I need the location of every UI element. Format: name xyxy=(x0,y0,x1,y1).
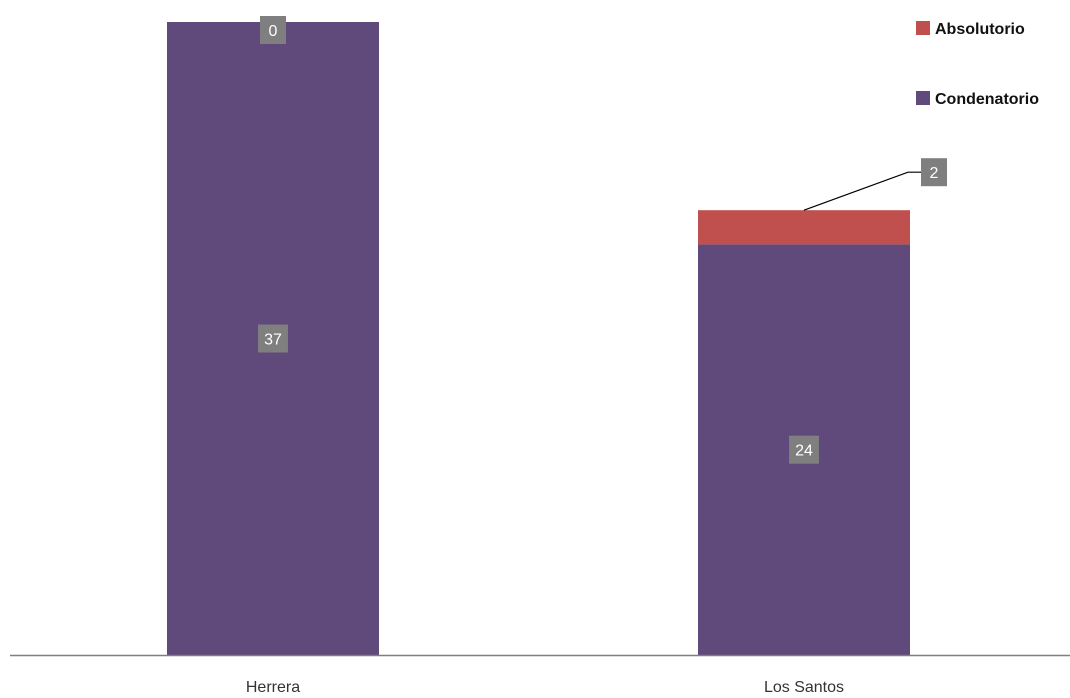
data-labels-group: 37 0 24 2 xyxy=(258,16,947,464)
legend: Absolutorio Condenatorio xyxy=(916,21,1039,108)
leader-line-absolutorio-los-santos xyxy=(803,171,922,211)
legend-label-absolutorio: Absolutorio xyxy=(935,21,1025,38)
legend-label-condenatorio: Condenatorio xyxy=(935,91,1039,108)
data-label-condenatorio-herrera: 37 xyxy=(258,324,288,353)
x-tick-labels-group: Herrera Los Santos xyxy=(246,679,844,696)
data-label-condenatorio-los-santos: 24 xyxy=(789,435,819,464)
legend-swatch-absolutorio xyxy=(916,21,930,35)
data-label-absolutorio-herrera: 0 xyxy=(260,16,286,44)
bar-absolutorio-los-santos xyxy=(698,210,910,245)
svg-text:0: 0 xyxy=(269,23,278,40)
x-tick-label-herrera: Herrera xyxy=(246,679,300,696)
x-tick-label-los-santos: Los Santos xyxy=(764,679,844,696)
svg-text:24: 24 xyxy=(795,443,813,460)
legend-swatch-condenatorio xyxy=(916,91,930,105)
svg-text:37: 37 xyxy=(264,332,282,349)
svg-text:2: 2 xyxy=(930,165,939,182)
data-label-absolutorio-los-santos: 2 xyxy=(921,158,947,187)
